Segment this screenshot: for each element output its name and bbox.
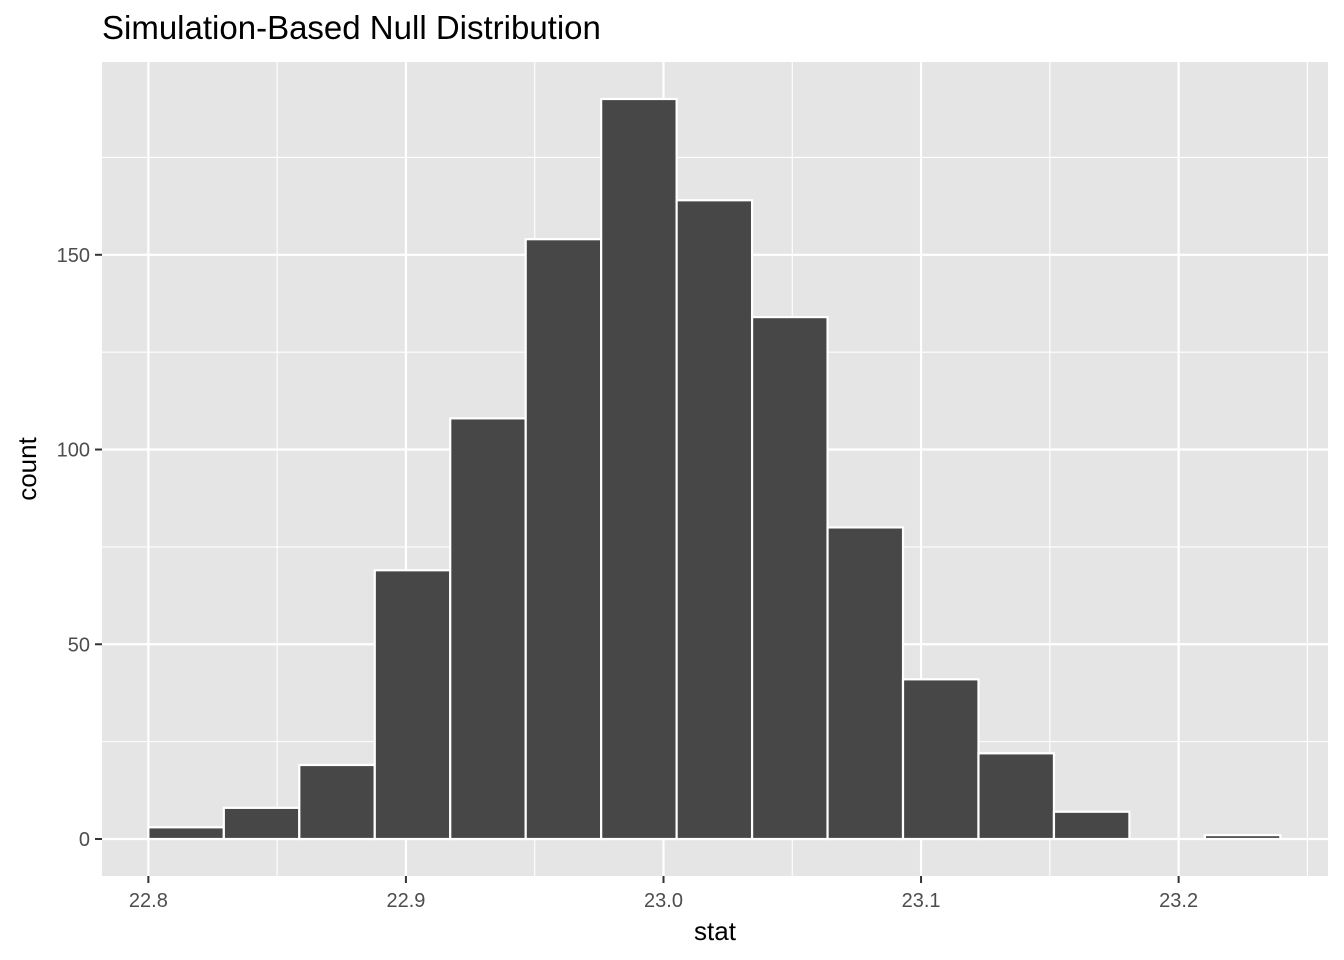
y-tick-label: 50 bbox=[68, 634, 90, 656]
x-tick-label: 23.0 bbox=[644, 890, 683, 912]
x-axis-title: stat bbox=[694, 916, 737, 946]
histogram-bar bbox=[298, 763, 376, 841]
y-tick-label: 100 bbox=[57, 440, 90, 462]
histogram-bar bbox=[1052, 810, 1131, 841]
y-axis: 0 50 100 150 bbox=[57, 245, 102, 851]
y-axis-title: count bbox=[12, 436, 42, 500]
histogram-bar bbox=[449, 417, 527, 841]
histogram-bar bbox=[977, 752, 1056, 841]
chart-title: Simulation-Based Null Distribution bbox=[102, 9, 601, 46]
y-tick-label: 150 bbox=[57, 245, 90, 267]
histogram-bar bbox=[750, 316, 829, 841]
x-tick-label: 22.9 bbox=[386, 890, 425, 912]
x-tick-label: 23.1 bbox=[902, 890, 941, 912]
histogram-bar bbox=[373, 569, 452, 841]
histogram-bar bbox=[600, 97, 678, 841]
histogram-bar bbox=[1203, 834, 1282, 841]
histogram-bar bbox=[675, 199, 754, 841]
x-axis: 22.8 22.9 23.0 23.1 23.2 bbox=[129, 876, 1198, 912]
histogram-bar bbox=[524, 238, 603, 841]
histogram-bar bbox=[901, 678, 980, 841]
y-tick-label: 0 bbox=[79, 829, 90, 851]
x-tick-label: 22.8 bbox=[129, 890, 168, 912]
histogram-bar bbox=[222, 806, 301, 841]
histogram-bar bbox=[826, 526, 905, 841]
histogram-bars bbox=[147, 97, 1282, 841]
x-tick-label: 23.2 bbox=[1159, 890, 1198, 912]
histogram-bar bbox=[147, 826, 225, 841]
